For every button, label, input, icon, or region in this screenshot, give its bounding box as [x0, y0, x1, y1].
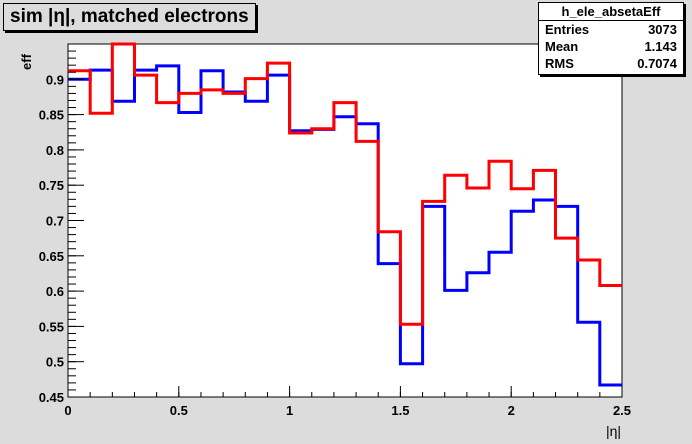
x-tick-label: 0 — [64, 403, 71, 418]
stats-row-rms: RMS 0.7074 — [539, 55, 683, 72]
stats-value: 0.7074 — [637, 56, 677, 71]
y-tick-label: 0.55 — [39, 319, 64, 334]
y-tick-label: 0.5 — [46, 355, 64, 370]
stats-box: h_ele_absetaEff Entries 3073 Mean 1.143 … — [538, 2, 684, 75]
y-tick-label: 0.85 — [39, 108, 64, 123]
y-tick-label: 0.6 — [46, 284, 64, 299]
plot-title: sim |η|, matched electrons — [3, 3, 256, 31]
x-tick-label: 1 — [286, 403, 293, 418]
y-tick-label: 0.65 — [39, 249, 64, 264]
stats-label: Entries — [545, 22, 590, 37]
stats-label: Mean — [545, 39, 579, 54]
y-tick-label: 0.45 — [39, 390, 64, 405]
y-tick-label: 0.9 — [46, 72, 64, 87]
series-line-1 — [68, 64, 622, 387]
stats-label: RMS — [545, 56, 574, 71]
y-tick-label: 0.8 — [46, 143, 64, 158]
plot-frame — [67, 43, 623, 398]
x-axis-label: |η| — [606, 423, 621, 439]
x-tick-label: 0.5 — [170, 403, 188, 418]
y-tick-label: 0.75 — [39, 178, 64, 193]
stats-value: 1.143 — [644, 39, 677, 54]
x-tick-label: 1.5 — [391, 403, 409, 418]
stats-histogram-name: h_ele_absetaEff — [539, 3, 683, 21]
stats-row-entries: Entries 3073 — [539, 21, 683, 38]
series-group — [68, 42, 622, 387]
y-axis-label: eff — [19, 53, 34, 70]
series-line-2 — [68, 42, 622, 326]
y-tick-label: 0.7 — [46, 214, 64, 229]
axes-group: 0 0.5 1 1.5 2 2.5 0.45 0.5 0.55 0.6 0.65 0.7 0.75 0.8… — [39, 43, 631, 418]
stats-value: 3073 — [648, 22, 677, 37]
stats-row-mean: Mean 1.143 — [539, 38, 683, 55]
x-tick-label: 2 — [508, 403, 515, 418]
x-tick-label: 2.5 — [613, 403, 631, 418]
